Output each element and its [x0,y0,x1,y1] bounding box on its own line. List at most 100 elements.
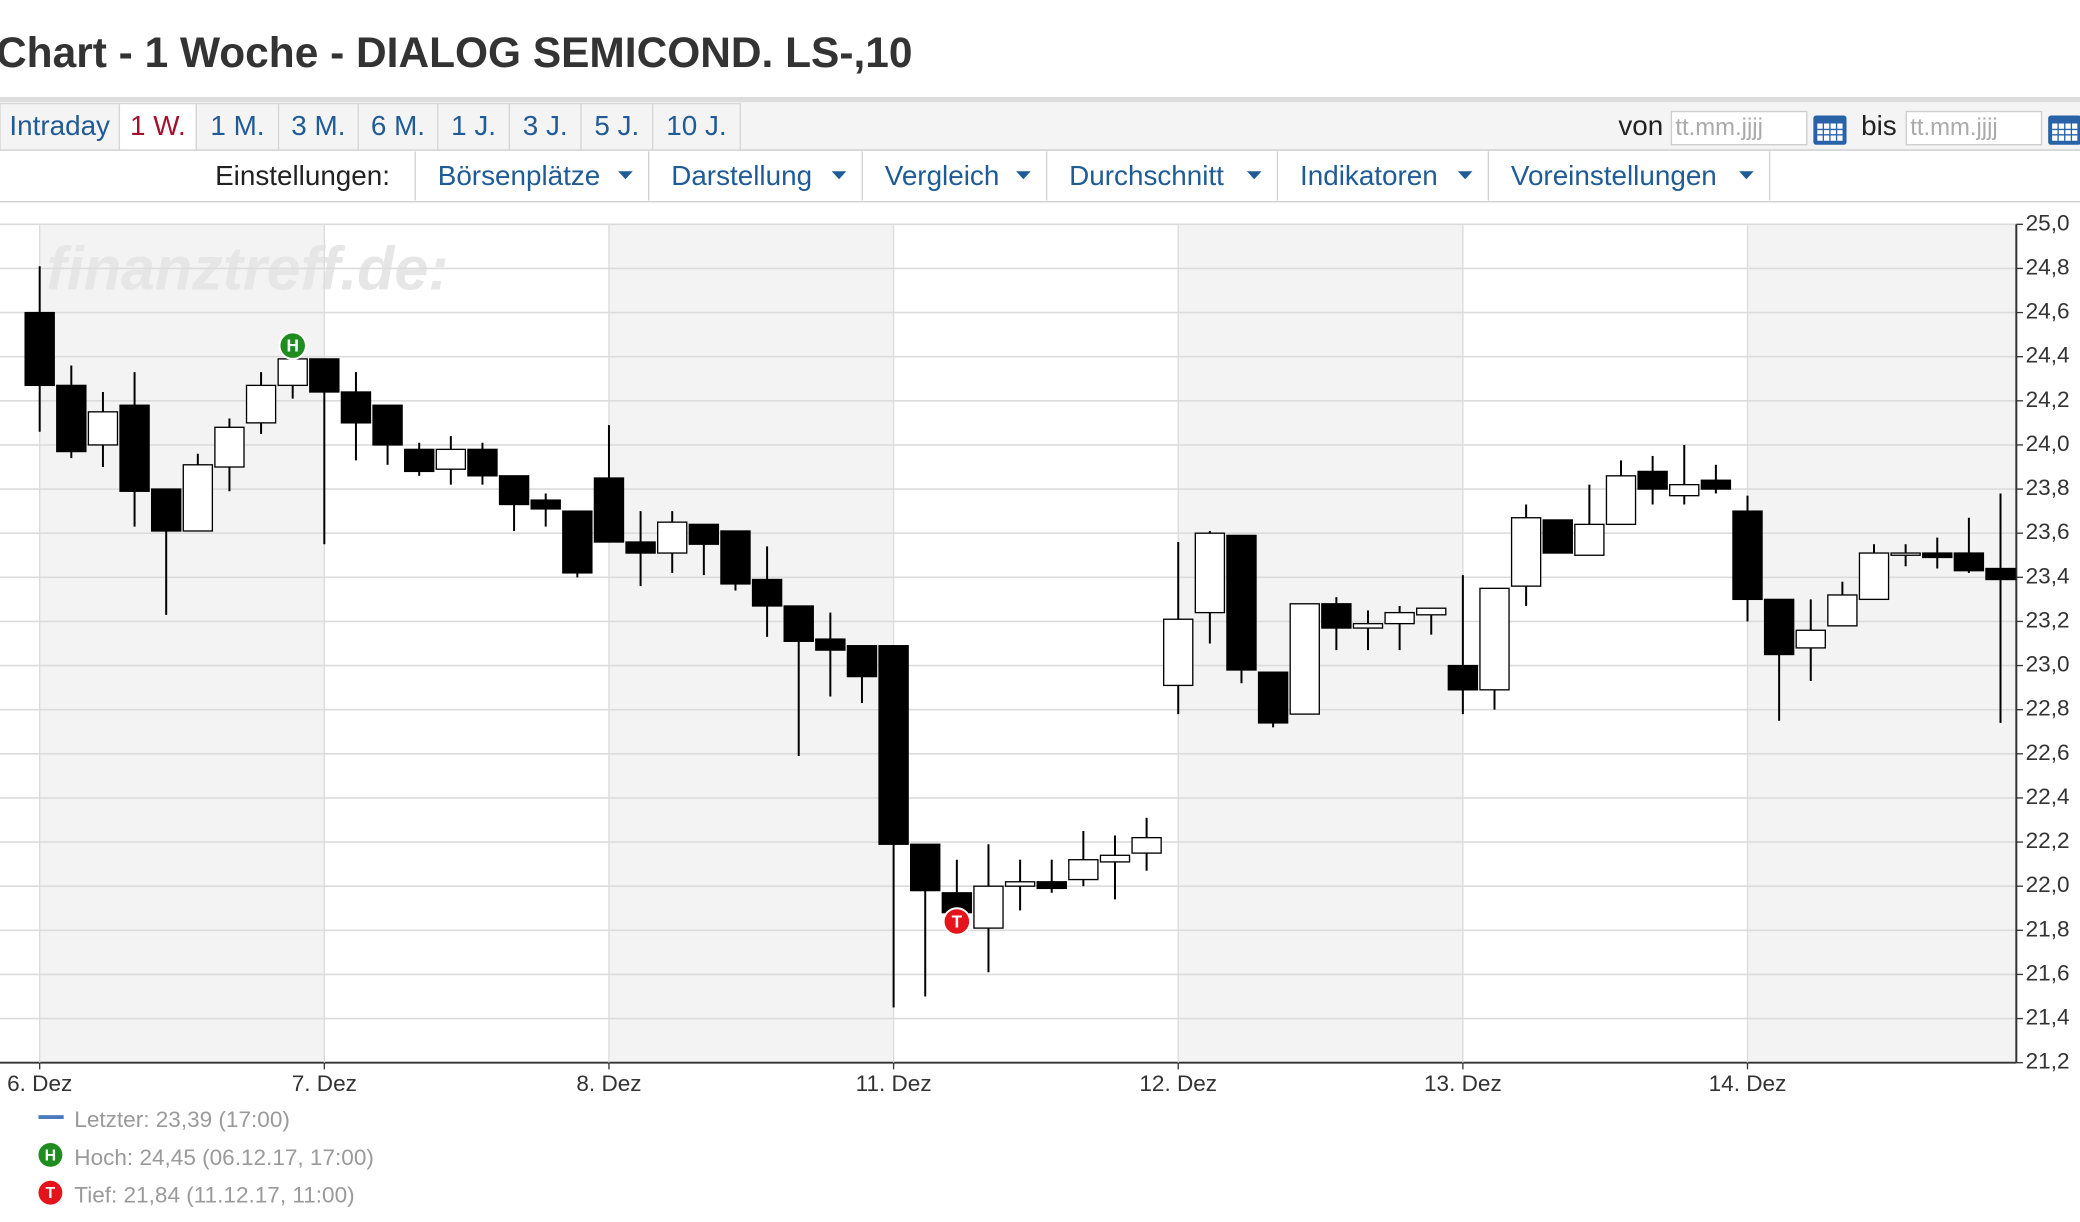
y-tick-label: 22,6 [2026,740,2070,765]
candle-body [1447,664,1479,691]
y-tick-label: 22,8 [2026,696,2070,721]
legend-marker [38,1142,63,1167]
candle-body [562,510,593,574]
y-tick-label: 24,6 [2026,299,2070,324]
candle-body [783,605,814,642]
title-rule [0,96,2080,103]
candle-body [1510,517,1542,587]
y-tick-label: 25,0 [2026,210,2070,235]
tab[interactable] [580,102,654,151]
x-tick-label: 6. Dez [7,1071,72,1096]
extreme-marker [942,907,972,936]
tab[interactable] [357,102,439,151]
candle-body [403,448,435,473]
candle-body [815,638,846,651]
candle-body [214,426,245,468]
tab-label: 6 M. [371,110,425,141]
menu-label[interactable]: Indikatoren [1300,160,1438,191]
to-input[interactable] [1905,110,2043,146]
tab[interactable] [0,102,121,151]
tab[interactable] [508,102,582,151]
legend-marker [38,1180,63,1205]
candle-body [530,499,561,510]
candle-body [1163,618,1194,687]
y-tick-label: 22,0 [2026,872,2070,897]
candle-body [1795,629,1826,649]
candle-body [1858,552,1890,601]
tab[interactable] [437,102,511,151]
tab[interactable] [195,102,280,151]
y-tick-label: 23,8 [2026,475,2070,500]
x-tick-label: 13. Dez [1424,1071,1502,1096]
candle-body [720,530,751,585]
from-input[interactable] [1670,110,1808,146]
menu-label[interactable]: Vergleich [885,160,1000,191]
candle-body [1131,836,1162,854]
candle-body [973,885,1004,929]
from-placeholder: tt.mm.jjjj [1675,114,1762,141]
calendar-icon[interactable] [2048,115,2080,145]
y-tick-label: 21,2 [2026,1049,2070,1074]
day-shade [1178,224,1463,1063]
y-tick-label: 23,6 [2026,519,2070,544]
tab[interactable] [651,102,741,151]
menu-label[interactable]: Darstellung [671,160,812,191]
menu-caret [1246,171,1262,180]
x-tick-label: 14. Dez [1709,1071,1787,1096]
candle-body [1289,603,1320,715]
candle-body [751,578,783,607]
page-title: Chart - 1 Woche - DIALOG SEMICOND. LS-,1… [0,29,912,76]
candle-body [435,448,467,470]
y-tick-label: 24,8 [2026,254,2070,279]
tab-label: 3 J. [523,110,568,141]
tab-label: 1 W. [130,110,186,141]
menu-label[interactable]: Börsenplätze [438,160,601,191]
candle-body [688,523,720,545]
candle-body [1700,479,1732,490]
candle-body [245,384,277,424]
candle-body [1099,854,1131,863]
y-tick-label: 23,2 [2026,607,2070,632]
candle-body [182,464,214,532]
extreme-marker-label: T [952,911,963,931]
tab[interactable] [277,102,359,151]
day-shade [39,224,325,1063]
from-label: von [1618,110,1663,141]
menu-label[interactable]: Durchschnitt [1069,160,1224,191]
tab-label: 1 M. [210,110,264,141]
candle-body [1890,552,1921,556]
candle-body [1257,671,1289,724]
candle-body [846,645,878,678]
settings-label: Einstellungen: [215,160,390,191]
candle-body [56,384,87,453]
candle-body [1384,611,1415,625]
candle-body [1416,607,1447,616]
candle-body [24,311,55,387]
y-tick-label: 23,4 [2026,563,2070,588]
candle-body [277,358,308,387]
candle-body [87,411,119,446]
candle-body [467,448,498,477]
candle-body [910,843,941,892]
candle-body [1953,552,1985,572]
y-tick-label: 22,2 [2026,828,2070,853]
extreme-marker [278,331,307,360]
candle-body [1352,622,1384,629]
x-tick-label: 12. Dez [1139,1071,1217,1096]
y-tick-label: 21,8 [2026,916,2070,941]
y-tick-label: 21,4 [2026,1005,2070,1030]
menu-label[interactable]: Voreinstellungen [1511,160,1717,191]
tab-label: 1 J. [451,110,496,141]
tab-label: Intraday [9,110,110,141]
legend-text: Hoch: 24,45 (06.12.17, 17:00) [74,1145,374,1170]
tab-label: 3 M. [291,110,345,141]
menu-caret [1457,171,1473,180]
candle-body [309,358,340,393]
legend-marker-label: H [45,1147,57,1164]
to-label: bis [1861,110,1897,141]
menu-caret [1739,171,1754,180]
calendar-icon[interactable] [1813,115,1847,145]
candle-body [1574,523,1605,556]
menu-caret [1016,171,1031,180]
candle-body [625,541,656,554]
